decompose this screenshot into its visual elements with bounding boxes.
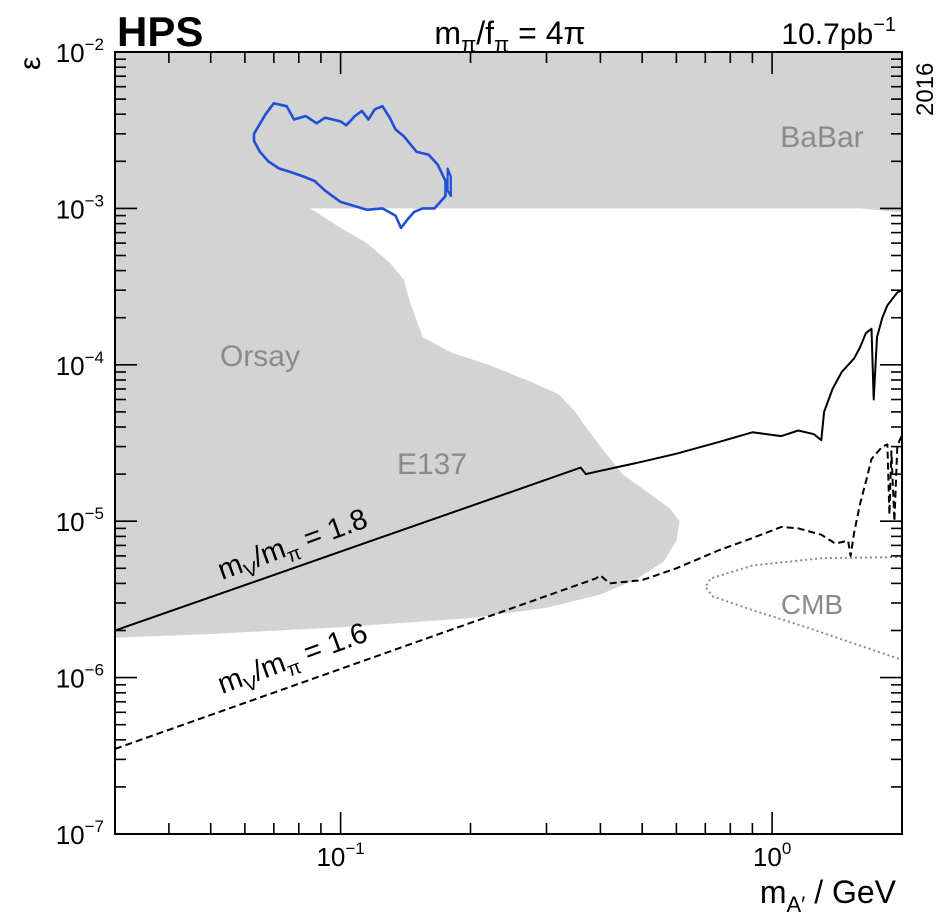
y-tick-label: 10−4 [56,348,104,381]
cmb-contour [704,556,902,661]
x-axis-title: mA′ / GeV [760,874,897,917]
cmb-label: CMB [781,589,843,620]
excluded-region-layer [115,52,902,638]
solid-curve-label: mV/mπ = 1.8 [213,503,373,591]
curve-mv-1p8 [115,289,902,632]
header-formula: mπ/fπ = 4π [434,15,585,57]
plot-frame [114,51,903,835]
hps-contour-island [446,167,452,198]
year-label: 2016 [912,63,939,116]
luminosity-label: 10.7pb−1 [781,14,896,51]
curves-layer [115,102,902,750]
tick-labels-layer: 10−2 10−3 10−4 10−5 10−6 10−7 10−1 100 [56,35,792,872]
babar-label: BaBar [780,121,863,154]
y-tick-label: 10−6 [56,661,104,694]
x-tick-label: 10−1 [316,839,364,872]
excluded-region [115,52,902,638]
hps-logo: HPS [117,8,203,55]
y-tick-label: 10−7 [56,817,104,850]
hps-contour [252,102,447,230]
y-tick-label: 10−5 [56,504,104,537]
orsay-label: Orsay [220,340,300,373]
x-tick-label: 100 [753,839,791,872]
e137-label: E137 [397,448,467,481]
y-axis-title: ε [14,57,47,70]
y-tick-label: 10−3 [56,191,104,224]
y-tick-label: 10−2 [56,35,104,68]
